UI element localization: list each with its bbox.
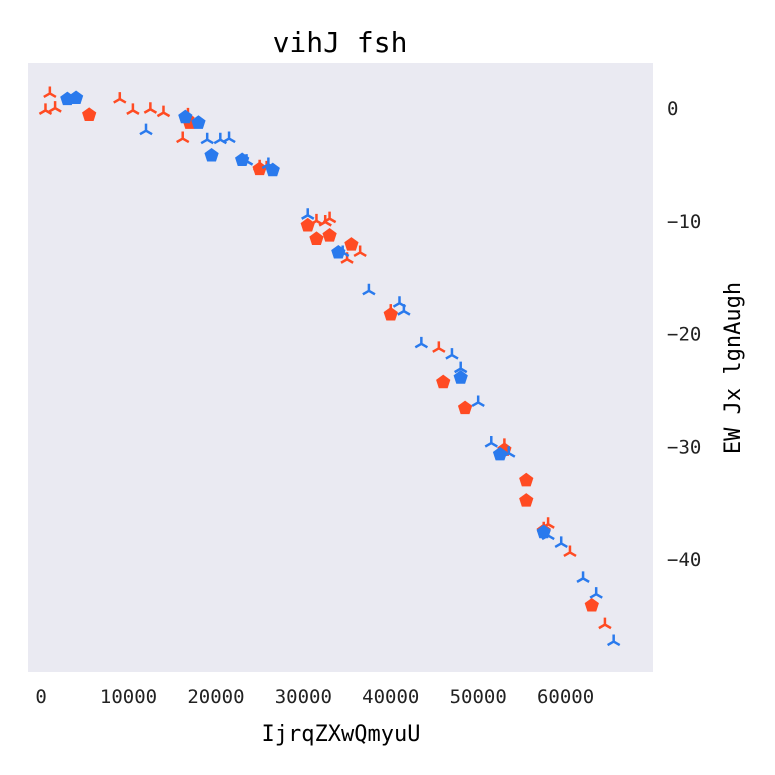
data-point-tri-down bbox=[38, 103, 53, 115]
data-point-tri-down bbox=[113, 92, 127, 104]
data-point-tri-down bbox=[143, 102, 158, 114]
data-point-pentagon bbox=[68, 90, 84, 105]
data-point-pentagon bbox=[300, 217, 315, 232]
data-point-tri-down bbox=[606, 634, 621, 647]
data-point-pentagon bbox=[436, 374, 451, 389]
data-point-pentagon bbox=[536, 524, 551, 539]
data-point-tri-down bbox=[445, 348, 459, 360]
y-tick-label: 0 bbox=[667, 98, 678, 120]
x-tick-label: 20000 bbox=[187, 686, 244, 708]
data-point-pentagon bbox=[584, 597, 599, 612]
data-point-pentagon bbox=[492, 446, 508, 461]
data-point-tri-down bbox=[471, 395, 485, 408]
data-point-pentagon bbox=[519, 493, 534, 507]
x-tick-label: 10000 bbox=[100, 686, 157, 708]
data-point-tri-down bbox=[432, 341, 446, 353]
data-point-pentagon bbox=[453, 370, 468, 384]
data-point-tri-down bbox=[454, 361, 468, 374]
data-point-tri-down bbox=[322, 211, 337, 224]
x-tick-label: 50000 bbox=[450, 686, 507, 708]
data-point-pentagon bbox=[252, 161, 267, 176]
data-point-tri-down bbox=[301, 208, 315, 220]
x-axis-label: IjrqZXwQmyuU bbox=[262, 722, 421, 747]
x-tick-label: 40000 bbox=[362, 686, 419, 708]
data-points bbox=[38, 86, 621, 647]
data-point-pentagon bbox=[344, 237, 359, 251]
data-point-pentagon bbox=[82, 107, 97, 121]
y-tick-label: −30 bbox=[667, 436, 701, 458]
y-tick-label: −20 bbox=[667, 324, 701, 346]
data-point-tri-down bbox=[397, 304, 411, 316]
data-point-tri-down bbox=[156, 105, 171, 118]
data-point-tri-down bbox=[126, 103, 140, 115]
y-axis-ticks: 0 −10 −20 −30 −40 bbox=[667, 98, 701, 571]
data-point-pentagon bbox=[457, 400, 473, 415]
data-point-pentagon bbox=[519, 472, 534, 487]
data-point-pentagon bbox=[265, 162, 280, 177]
data-point-pentagon bbox=[322, 228, 337, 242]
data-point-tri-down bbox=[563, 545, 577, 558]
data-point-tri-down bbox=[43, 86, 57, 99]
data-point-tri-down bbox=[576, 571, 590, 583]
data-point-pentagon bbox=[331, 244, 346, 259]
data-point-pentagon bbox=[309, 231, 324, 245]
x-axis-ticks: 0 10000 20000 30000 40000 50000 60000 bbox=[35, 686, 594, 708]
y-tick-label: −10 bbox=[667, 211, 701, 233]
data-point-tri-down bbox=[362, 283, 376, 296]
x-tick-label: 0 bbox=[35, 686, 46, 708]
data-point-tri-down bbox=[554, 536, 568, 549]
data-point-tri-down bbox=[222, 131, 236, 144]
data-point-tri-down bbox=[176, 131, 190, 144]
data-point-pentagon bbox=[383, 306, 398, 321]
data-point-tri-down bbox=[598, 617, 612, 630]
data-point-pentagon bbox=[204, 147, 219, 162]
x-tick-label: 30000 bbox=[275, 686, 332, 708]
chart-title: vihJ fsh bbox=[273, 26, 408, 59]
y-axis-label: EW Jx lgnAugh bbox=[721, 282, 746, 454]
data-point-pentagon bbox=[178, 109, 193, 124]
data-point-tri-down bbox=[484, 436, 498, 448]
plot-area bbox=[28, 63, 653, 672]
data-point-tri-down bbox=[200, 132, 214, 145]
data-point-tri-down bbox=[589, 587, 603, 599]
data-point-tri-down bbox=[414, 336, 429, 349]
x-tick-label: 60000 bbox=[537, 686, 594, 708]
data-point-tri-down bbox=[48, 101, 62, 113]
y-tick-label: −40 bbox=[667, 549, 701, 571]
data-point-pentagon bbox=[191, 115, 206, 129]
data-point-tri-down bbox=[353, 245, 367, 258]
data-point-tri-down bbox=[139, 123, 153, 136]
data-point-pentagon bbox=[235, 152, 250, 167]
